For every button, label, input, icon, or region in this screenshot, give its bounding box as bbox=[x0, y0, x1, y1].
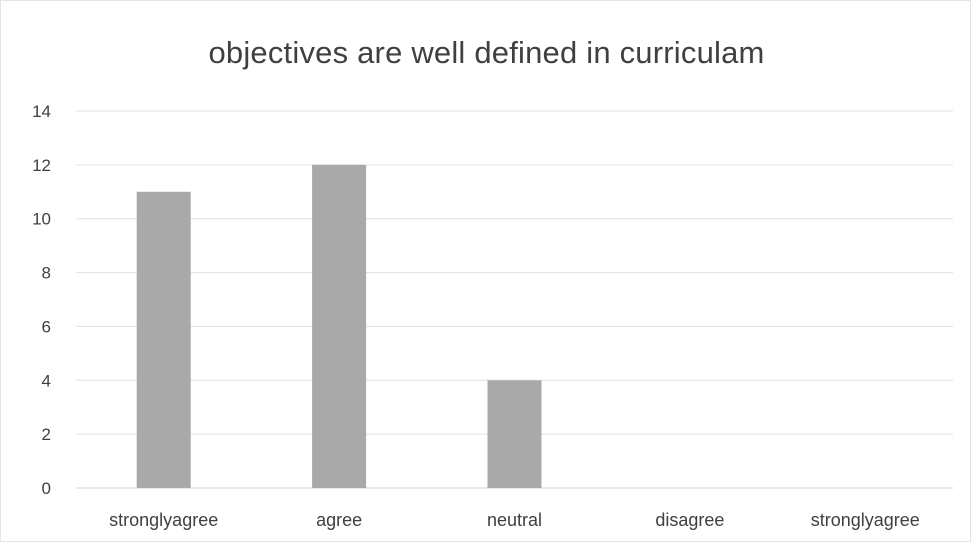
y-tick-label: 10 bbox=[32, 210, 51, 229]
y-tick-label: 8 bbox=[42, 264, 51, 283]
chart-title: objectives are well defined in curricula… bbox=[208, 35, 765, 70]
y-tick-label: 0 bbox=[42, 479, 51, 498]
bar-2 bbox=[487, 380, 542, 488]
y-tick-label: 14 bbox=[32, 102, 51, 121]
bar-1 bbox=[312, 164, 367, 488]
x-category-label: disagree bbox=[655, 510, 724, 530]
y-tick-label: 4 bbox=[42, 371, 51, 390]
x-category-label: stronglyagree bbox=[811, 510, 920, 530]
y-tick-label: 12 bbox=[32, 156, 51, 175]
x-category-label: agree bbox=[316, 510, 362, 530]
x-category-label: neutral bbox=[487, 510, 542, 530]
x-category-label: stronglyagree bbox=[109, 510, 218, 530]
y-tick-label: 6 bbox=[42, 317, 51, 336]
y-tick-label: 2 bbox=[42, 425, 51, 444]
bar-0 bbox=[136, 191, 191, 489]
